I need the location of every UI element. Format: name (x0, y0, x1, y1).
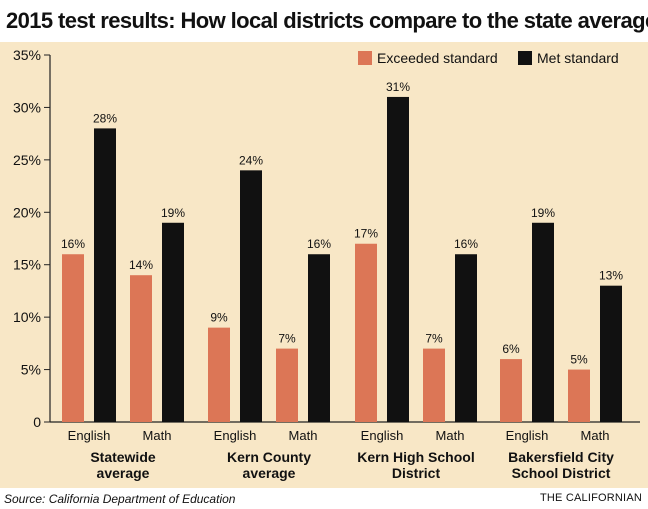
x-subcategory-label: Math (143, 428, 172, 443)
bar-value-label: 7% (425, 332, 443, 346)
legend-swatch (358, 51, 372, 65)
bar-value-label: 6% (502, 342, 520, 356)
bar (500, 359, 522, 422)
bar (94, 128, 116, 422)
bar (532, 222, 554, 422)
bar-value-label: 9% (210, 311, 228, 325)
bar-value-label: 24% (239, 153, 263, 167)
bar (62, 254, 84, 422)
y-tick-label: 25% (13, 152, 41, 168)
bar (240, 170, 262, 422)
x-group-label: Statewide (90, 449, 156, 465)
x-group-label: Bakersfield City (508, 449, 614, 465)
bar (387, 96, 409, 422)
bar (308, 254, 330, 422)
x-group-label: average (243, 465, 296, 481)
x-subcategory-label: English (68, 428, 111, 443)
x-subcategory-label: English (361, 428, 404, 443)
y-tick-label: 5% (21, 362, 41, 378)
chart-title: 2015 test results: How local districts c… (6, 8, 648, 33)
bar-value-label: 28% (93, 111, 117, 125)
legend-swatch (518, 51, 532, 65)
bar-value-label: 16% (307, 237, 331, 251)
x-group-label: average (97, 465, 150, 481)
bar (455, 254, 477, 422)
y-tick-label: 35% (13, 47, 41, 63)
bar (355, 243, 377, 422)
source-note: Source: California Department of Educati… (4, 492, 236, 506)
x-group-label: Kern County (227, 449, 311, 465)
bar (208, 327, 230, 422)
bar (600, 285, 622, 422)
x-subcategory-label: Math (581, 428, 610, 443)
y-tick-label: 20% (13, 204, 41, 220)
bar-value-label: 19% (161, 206, 185, 220)
bar-value-label: 16% (61, 237, 85, 251)
bar-value-label: 5% (570, 353, 588, 367)
x-subcategory-label: Math (436, 428, 465, 443)
bar (130, 275, 152, 422)
legend-label: Exceeded standard (377, 50, 498, 66)
x-group-label: District (392, 465, 441, 481)
bar-value-label: 13% (599, 269, 623, 283)
y-tick-label: 15% (13, 257, 41, 273)
publisher-credit: THE CALIFORNIAN (539, 492, 642, 504)
bar-chart: 0 5% 10% 15% 20% 25% 30% 35% 16% 28% English 14% 19%… (13, 47, 640, 481)
x-group-label: School District (512, 465, 611, 481)
bar-value-label: 16% (454, 237, 478, 251)
bar-value-label: 19% (531, 206, 555, 220)
y-tick-label: 0 (33, 414, 41, 430)
bar-value-label: 31% (386, 80, 410, 94)
bar-value-label: 17% (354, 227, 378, 241)
x-subcategory-label: Math (289, 428, 318, 443)
y-tick-label: 30% (13, 99, 41, 115)
y-tick-label: 10% (13, 309, 41, 325)
x-subcategory-label: English (506, 428, 549, 443)
bar (162, 222, 184, 422)
bar (423, 348, 445, 422)
legend-label: Met standard (537, 50, 619, 66)
x-subcategory-label: English (214, 428, 257, 443)
bar-value-label: 14% (129, 258, 153, 272)
bar (276, 348, 298, 422)
x-group-label: Kern High School (357, 449, 474, 465)
bar (568, 369, 590, 422)
bar-value-label: 7% (278, 332, 296, 346)
